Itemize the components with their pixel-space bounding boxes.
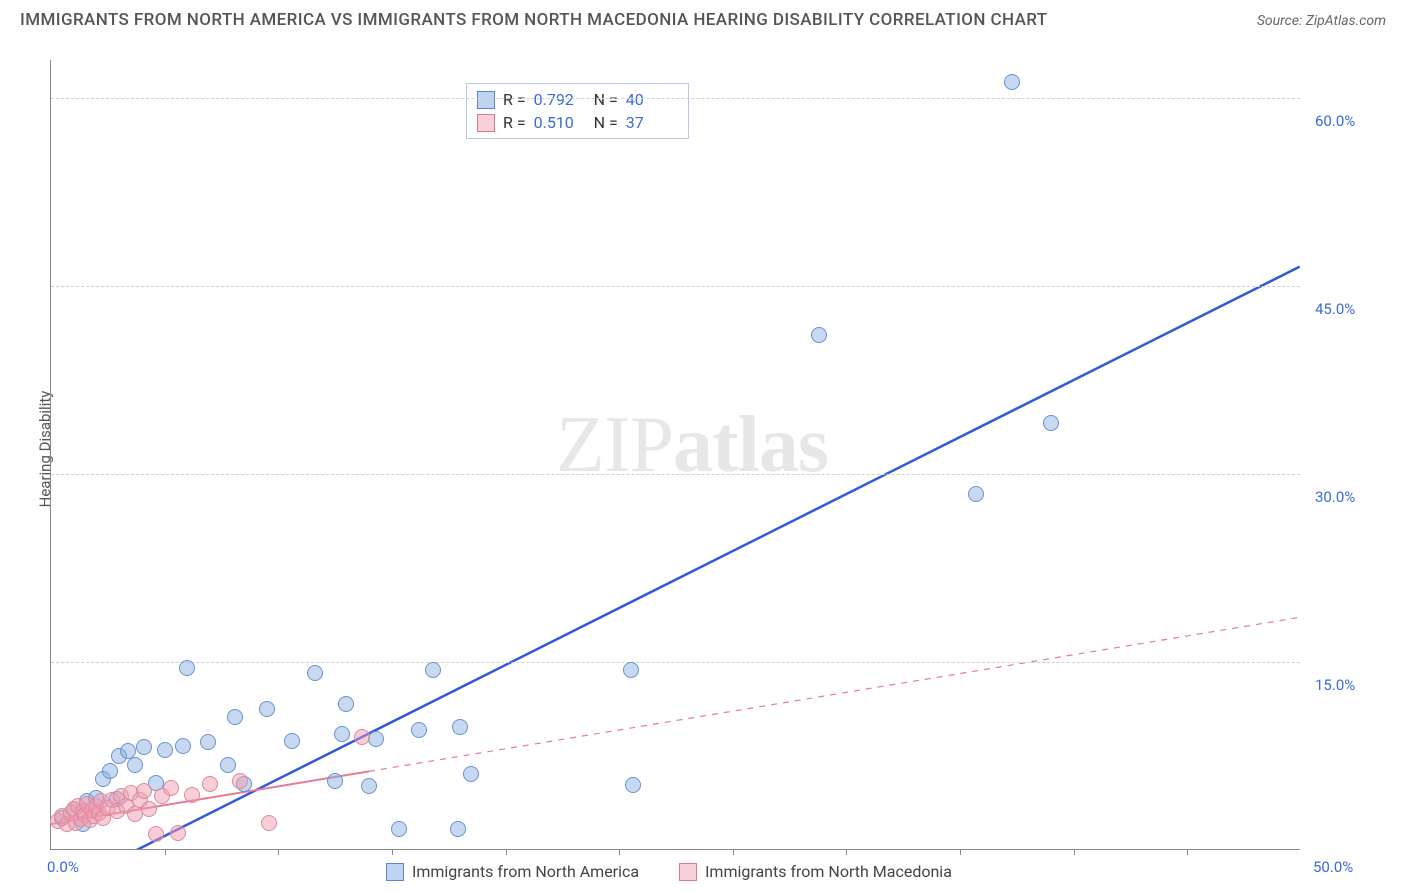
data-point-na xyxy=(179,660,195,676)
stat-row-nmk: R =0.510 N =37 xyxy=(477,111,678,134)
data-point-nmk xyxy=(170,825,186,841)
data-point-na xyxy=(361,778,377,794)
data-point-na xyxy=(391,821,407,837)
data-point-nmk xyxy=(163,780,179,796)
grid-line-h xyxy=(51,98,1300,99)
data-point-na xyxy=(307,665,323,681)
plot-area: ZIPatlas R =0.792 N =40 R =0.510 N =37 I… xyxy=(50,60,1300,850)
data-point-na xyxy=(338,696,354,712)
legend-label-na: Immigrants from North America xyxy=(412,862,639,881)
data-point-nmk xyxy=(202,776,218,792)
stat-legend: R =0.792 N =40 R =0.510 N =37 xyxy=(466,83,689,139)
data-point-na xyxy=(623,662,639,678)
x-tick xyxy=(846,849,847,855)
swatch-blue xyxy=(386,863,404,881)
grid-line-h xyxy=(51,474,1300,475)
bottom-legend: Immigrants from North America Immigrants… xyxy=(386,862,952,881)
data-point-na xyxy=(102,763,118,779)
chart-title: IMMIGRANTS FROM NORTH AMERICA VS IMMIGRA… xyxy=(20,10,1048,30)
data-point-na xyxy=(625,777,641,793)
x-tick xyxy=(165,849,166,855)
data-point-na xyxy=(411,722,427,738)
data-point-nmk xyxy=(354,729,370,745)
data-point-na xyxy=(811,327,827,343)
data-point-na xyxy=(220,757,236,773)
y-tick-label: 30.0% xyxy=(1315,488,1355,506)
data-point-na xyxy=(334,726,350,742)
data-point-na xyxy=(175,738,191,754)
grid-line-h xyxy=(51,286,1300,287)
data-point-na xyxy=(450,821,466,837)
data-point-na xyxy=(227,709,243,725)
x-tick xyxy=(506,849,507,855)
data-point-na xyxy=(157,742,173,758)
trend-lines-layer xyxy=(51,60,1300,849)
watermark: ZIPatlas xyxy=(556,400,828,491)
data-point-nmk xyxy=(261,815,277,831)
x-tick xyxy=(1074,849,1075,855)
data-point-na xyxy=(368,731,384,747)
x-tick xyxy=(392,849,393,855)
data-point-nmk xyxy=(141,801,157,817)
data-point-nmk xyxy=(232,773,248,789)
data-point-na xyxy=(463,766,479,782)
stat-row-na: R =0.792 N =40 xyxy=(477,88,678,111)
data-point-na xyxy=(1043,415,1059,431)
data-point-na xyxy=(259,701,275,717)
x-tick xyxy=(278,849,279,855)
chart-area: Hearing Disability ZIPatlas R =0.792 N =… xyxy=(0,40,1406,880)
x-tick-label: 50.0% xyxy=(1313,858,1353,876)
data-point-na xyxy=(327,773,343,789)
swatch-pink xyxy=(477,114,495,132)
x-tick xyxy=(733,849,734,855)
x-tick-label: 0.0% xyxy=(47,858,79,876)
grid-line-h xyxy=(51,662,1300,663)
legend-item-nmk: Immigrants from North Macedonia xyxy=(679,862,952,881)
legend-label-nmk: Immigrants from North Macedonia xyxy=(705,862,952,881)
data-point-na xyxy=(425,662,441,678)
data-point-na xyxy=(127,757,143,773)
data-point-na xyxy=(452,719,468,735)
source-label: Source: ZipAtlas.com xyxy=(1257,13,1386,29)
data-point-nmk xyxy=(184,787,200,803)
data-point-nmk xyxy=(148,826,164,842)
swatch-blue xyxy=(477,91,495,109)
x-tick xyxy=(1187,849,1188,855)
y-tick-label: 15.0% xyxy=(1315,676,1355,694)
x-tick xyxy=(619,849,620,855)
legend-item-na: Immigrants from North America xyxy=(386,862,639,881)
swatch-pink xyxy=(679,863,697,881)
data-point-na xyxy=(136,739,152,755)
y-tick-label: 45.0% xyxy=(1315,300,1355,318)
y-tick-label: 60.0% xyxy=(1315,112,1355,130)
data-point-na xyxy=(1004,74,1020,90)
x-tick xyxy=(960,849,961,855)
data-point-na xyxy=(200,734,216,750)
data-point-na xyxy=(968,486,984,502)
data-point-na xyxy=(284,733,300,749)
data-point-nmk xyxy=(136,783,152,799)
